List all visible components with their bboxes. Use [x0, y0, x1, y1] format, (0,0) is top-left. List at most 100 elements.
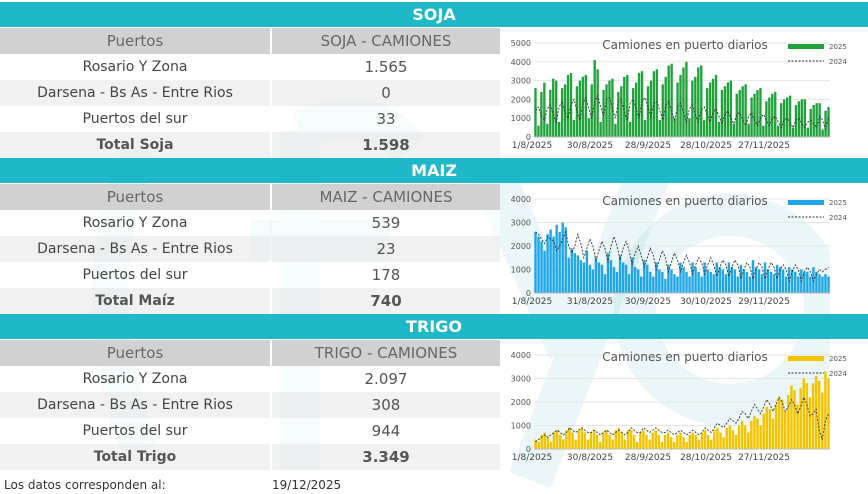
bar-2025	[818, 274, 821, 293]
bar-2025	[737, 425, 741, 449]
bar-2025	[649, 271, 652, 293]
bar-2025	[731, 430, 735, 449]
table-row: Puertos del sur 944	[0, 418, 500, 444]
bar-2025	[750, 97, 753, 137]
bar-2025	[561, 222, 564, 293]
bar-2025	[636, 441, 639, 449]
bar-2025	[768, 409, 772, 449]
bar-2025	[661, 271, 664, 293]
line-2024	[535, 396, 829, 443]
bar-2025	[629, 121, 632, 137]
bar-2025	[716, 427, 719, 449]
bar-2025	[590, 84, 593, 137]
x-tick-label: 30/8/2025	[567, 141, 613, 151]
port-name: Rosario Y Zona	[0, 54, 270, 80]
bar-2025	[557, 121, 561, 137]
x-tick-label: 28/10/2025	[680, 141, 732, 151]
y-tick-label: 2000	[511, 95, 531, 104]
table-row: Darsena - Bs As - Entre Rios 308	[0, 392, 500, 418]
bar-2025	[534, 88, 537, 137]
bar-2025	[700, 432, 704, 449]
bar-2025	[717, 121, 721, 137]
bar-2025	[657, 434, 661, 449]
bar-2025	[574, 439, 577, 449]
y-tick-label: 1000	[511, 422, 531, 431]
bar-2025	[594, 257, 598, 293]
bar-2025	[682, 67, 685, 137]
bar-2025	[540, 91, 543, 137]
bar-2025	[585, 250, 589, 293]
bar-2025	[691, 262, 694, 293]
port-name: Rosario Y Zona	[0, 210, 270, 236]
x-tick-label: 29/11/2025	[738, 297, 790, 307]
bar-2025	[774, 404, 778, 449]
port-name: Darsena - Bs As - Entre Rios	[0, 392, 270, 418]
bar-2025	[712, 274, 715, 293]
bar-2025	[621, 262, 625, 293]
bar-2025	[739, 264, 743, 293]
bar-2025	[546, 234, 549, 293]
chart-title: Camiones en puerto diarios	[602, 194, 768, 208]
bar-2025	[546, 437, 550, 449]
bar-2025	[803, 271, 806, 293]
bar-2025	[750, 420, 753, 449]
bar-2025	[694, 267, 697, 293]
bar-2025	[743, 425, 747, 449]
table-total-row: Total Soja 1.598	[0, 132, 500, 158]
bar-2025	[762, 413, 765, 449]
bar-2025	[627, 274, 631, 293]
table-row: Puertos del sur 33	[0, 106, 500, 132]
bar-2025	[626, 74, 629, 137]
bar-2025	[713, 430, 716, 449]
bar-2025	[555, 430, 559, 449]
bar-2025	[597, 262, 601, 293]
bar-2025	[632, 434, 636, 449]
bar-2025	[608, 434, 611, 449]
bar-2025	[587, 118, 590, 137]
bar-2025	[552, 432, 556, 449]
bar-2025	[774, 91, 777, 137]
x-tick-label: 28/9/2025	[625, 453, 671, 463]
bar-2025	[724, 274, 728, 293]
bar-2025	[708, 82, 712, 137]
bar-2025	[682, 267, 685, 293]
bar-2025	[685, 441, 688, 449]
bar-2025	[612, 267, 616, 293]
x-tick-label: 1/8/2025	[512, 453, 552, 463]
bar-2025	[824, 274, 827, 293]
truck-count: 33	[272, 106, 500, 132]
bar-2025	[609, 260, 613, 293]
col-header-ports: Puertos	[0, 28, 270, 54]
truck-count: 2.097	[272, 366, 500, 392]
truck-count: 0	[272, 80, 500, 106]
total-label: Total Maíz	[0, 288, 270, 314]
x-tick-label: 27/11/2025	[738, 141, 790, 151]
table-row: Rosario Y Zona 1.565	[0, 54, 500, 80]
bar-2025	[596, 69, 599, 137]
bar-2025	[676, 434, 679, 449]
bar-2025	[555, 224, 558, 293]
bar-2025	[691, 432, 695, 449]
bar-2025	[615, 271, 619, 293]
bar-2025	[676, 82, 679, 137]
table-header: Puertos MAIZ - CAMIONES	[0, 184, 500, 210]
bar-2025	[564, 227, 567, 293]
col-header-ports: Puertos	[0, 184, 270, 210]
bar-2025	[534, 439, 537, 449]
legend-label-2025: 2025	[829, 199, 847, 207]
bar-2025	[736, 276, 740, 293]
bar-2025	[543, 250, 546, 293]
bar-2025	[534, 231, 537, 293]
bar-2025	[537, 236, 540, 293]
bar-2025	[567, 257, 570, 293]
bar-2025	[573, 253, 576, 293]
bar-2025	[806, 271, 809, 293]
bar-2025	[546, 123, 549, 137]
y-tick-label: 3000	[511, 219, 531, 228]
bar-2025	[620, 86, 623, 137]
section-title-soja: SOJA	[0, 2, 868, 27]
bar-2025	[669, 437, 673, 449]
bar-2025	[583, 432, 587, 449]
bar-2025	[723, 86, 727, 137]
bar-2025	[780, 399, 784, 449]
